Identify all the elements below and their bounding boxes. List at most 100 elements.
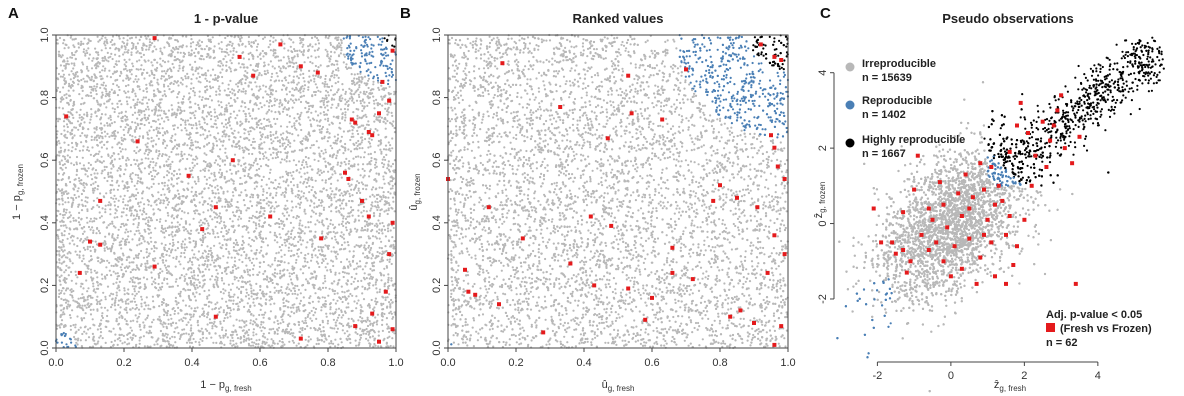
scatter-point xyxy=(60,132,63,136)
scatter-point xyxy=(207,305,210,308)
scatter-point xyxy=(381,323,384,326)
scatter-point xyxy=(221,279,224,282)
scatter-point xyxy=(193,253,196,256)
scatter-point xyxy=(220,48,223,51)
scatter-point xyxy=(245,75,248,78)
scatter-point xyxy=(290,289,293,292)
scatter-point xyxy=(303,84,307,87)
scatter-point xyxy=(289,306,292,309)
scatter-point xyxy=(302,72,305,75)
scatter-point xyxy=(219,320,222,323)
scatter-point xyxy=(340,341,343,344)
scatter-point xyxy=(198,39,201,42)
scatter-point xyxy=(387,163,390,166)
scatter-point xyxy=(263,340,266,344)
scatter-point xyxy=(66,237,69,240)
scatter-point xyxy=(198,75,201,79)
scatter-point xyxy=(114,226,117,229)
scatter-point xyxy=(86,134,89,137)
scatter-point xyxy=(348,35,351,39)
scatter-point xyxy=(206,316,209,319)
scatter-point xyxy=(104,204,107,207)
scatter-point xyxy=(93,85,96,88)
scatter-point xyxy=(235,276,238,279)
scatter-point xyxy=(374,235,377,238)
scatter-point xyxy=(292,216,295,219)
scatter-point xyxy=(354,339,357,342)
scatter-point xyxy=(156,343,159,346)
scatter-point xyxy=(78,113,81,117)
scatter-point xyxy=(391,184,394,187)
scatter-point xyxy=(283,194,286,197)
scatter-point xyxy=(291,99,294,102)
scatter-point xyxy=(194,299,197,302)
scatter-point xyxy=(352,157,355,160)
scatter-point xyxy=(308,311,311,315)
scatter-point xyxy=(127,49,130,52)
scatter-point xyxy=(295,297,298,300)
scatter-point xyxy=(100,273,103,276)
scatter-point xyxy=(217,307,221,310)
scatter-point xyxy=(218,164,221,167)
scatter-point xyxy=(185,133,188,136)
scatter-point xyxy=(89,308,92,311)
scatter-point xyxy=(95,176,98,179)
scatter-point xyxy=(89,294,92,298)
scatter-point xyxy=(183,243,186,246)
scatter-point xyxy=(384,71,387,74)
scatter-point xyxy=(199,219,202,222)
scatter-point xyxy=(215,275,218,278)
scatter-point xyxy=(238,109,241,112)
scatter-point xyxy=(257,89,260,92)
scatter-point xyxy=(248,219,251,223)
scatter-point xyxy=(109,208,112,211)
scatter-point xyxy=(169,165,172,168)
scatter-point xyxy=(390,262,393,266)
scatter-point xyxy=(70,279,73,282)
scatter-point xyxy=(304,106,307,110)
scatter-point xyxy=(307,339,310,342)
scatter-point xyxy=(106,285,110,288)
scatter-point xyxy=(243,204,246,207)
scatter-point xyxy=(82,48,86,51)
scatter-point xyxy=(164,206,168,209)
scatter-point xyxy=(68,156,72,159)
scatter-point xyxy=(318,198,321,202)
scatter-point xyxy=(220,227,224,230)
scatter-point xyxy=(266,244,269,247)
scatter-point xyxy=(231,271,234,274)
scatter-point xyxy=(317,262,320,265)
scatter-point xyxy=(384,102,387,105)
scatter-point xyxy=(311,104,315,107)
scatter-point xyxy=(229,168,232,171)
scatter-point xyxy=(194,102,197,105)
scatter-point xyxy=(108,233,111,236)
scatter-point xyxy=(303,172,306,175)
scatter-point xyxy=(239,40,242,43)
scatter-point xyxy=(108,201,111,204)
scatter-point xyxy=(292,170,295,174)
scatter-point xyxy=(84,200,87,203)
scatter-point xyxy=(352,53,355,56)
scatter-point xyxy=(231,88,234,91)
scatter-point xyxy=(390,298,393,302)
scatter-point xyxy=(154,241,157,244)
scatter-point xyxy=(357,187,360,190)
scatter-point xyxy=(263,221,266,225)
scatter-point xyxy=(129,77,132,80)
scatter-point xyxy=(264,336,267,339)
scatter-point xyxy=(230,256,233,259)
scatter-point xyxy=(202,168,205,171)
scatter-point xyxy=(208,197,211,200)
scatter-point xyxy=(289,255,292,258)
scatter-point xyxy=(338,126,341,129)
scatter-point xyxy=(158,131,162,135)
scatter-point xyxy=(346,279,349,282)
scatter-point xyxy=(266,285,269,288)
scatter-point xyxy=(65,123,69,126)
scatter-point xyxy=(280,255,283,258)
scatter-point xyxy=(237,62,240,65)
scatter-point xyxy=(258,85,261,88)
scatter-point xyxy=(294,284,297,287)
scatter-point xyxy=(231,282,234,285)
